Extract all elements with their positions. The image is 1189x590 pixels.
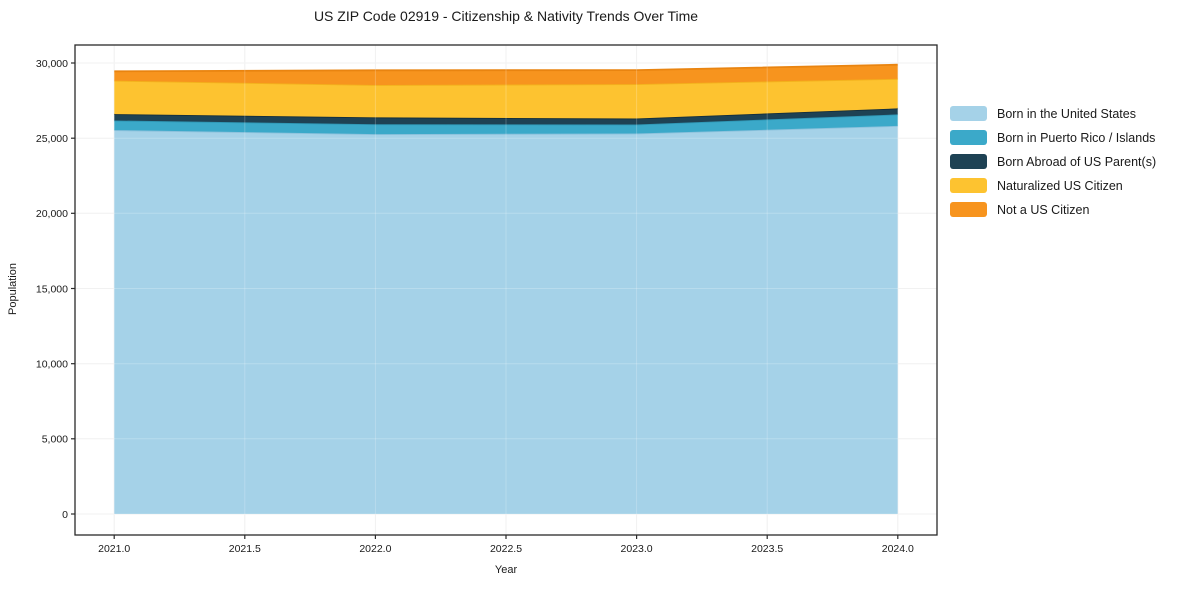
x-axis-label: Year (494, 564, 518, 576)
svg-text:2022.5: 2022.5 (490, 543, 522, 555)
legend-item: Naturalized US Citizen (950, 178, 1156, 193)
legend-swatch (950, 130, 987, 145)
svg-text:15,000: 15,000 (36, 283, 68, 295)
svg-text:25,000: 25,000 (36, 133, 68, 145)
legend-swatch (950, 106, 987, 121)
svg-text:10,000: 10,000 (36, 359, 68, 371)
svg-text:20,000: 20,000 (36, 208, 68, 220)
svg-text:2021.0: 2021.0 (98, 543, 130, 555)
svg-text:2024.0: 2024.0 (882, 543, 914, 555)
legend: Born in the United States Born in Puerto … (950, 106, 1156, 217)
svg-text:5,000: 5,000 (42, 434, 68, 446)
legend-label: Born in Puerto Rico / Islands (997, 130, 1156, 145)
chart-title: US ZIP Code 02919 - Citizenship & Nativi… (313, 8, 699, 24)
legend-swatch (950, 178, 987, 193)
legend-item: Not a US Citizen (950, 202, 1156, 217)
legend-label: Not a US Citizen (997, 202, 1090, 217)
svg-text:2023.0: 2023.0 (621, 543, 653, 555)
svg-text:2023.5: 2023.5 (751, 543, 783, 555)
legend-item: Born in Puerto Rico / Islands (950, 130, 1156, 145)
legend-swatch (950, 154, 987, 169)
legend-label: Naturalized US Citizen (997, 178, 1123, 193)
svg-text:2022.0: 2022.0 (359, 543, 391, 555)
legend-item: Born in the United States (950, 106, 1156, 121)
legend-label: Born Abroad of US Parent(s) (997, 154, 1157, 169)
y-axis-label: Population (7, 263, 19, 315)
legend-label: Born in the United States (997, 106, 1136, 121)
legend-item: Born Abroad of US Parent(s) (950, 154, 1156, 169)
legend-swatch (950, 202, 987, 217)
svg-text:2021.5: 2021.5 (229, 543, 261, 555)
svg-text:30,000: 30,000 (36, 58, 68, 70)
svg-text:0: 0 (62, 509, 68, 521)
